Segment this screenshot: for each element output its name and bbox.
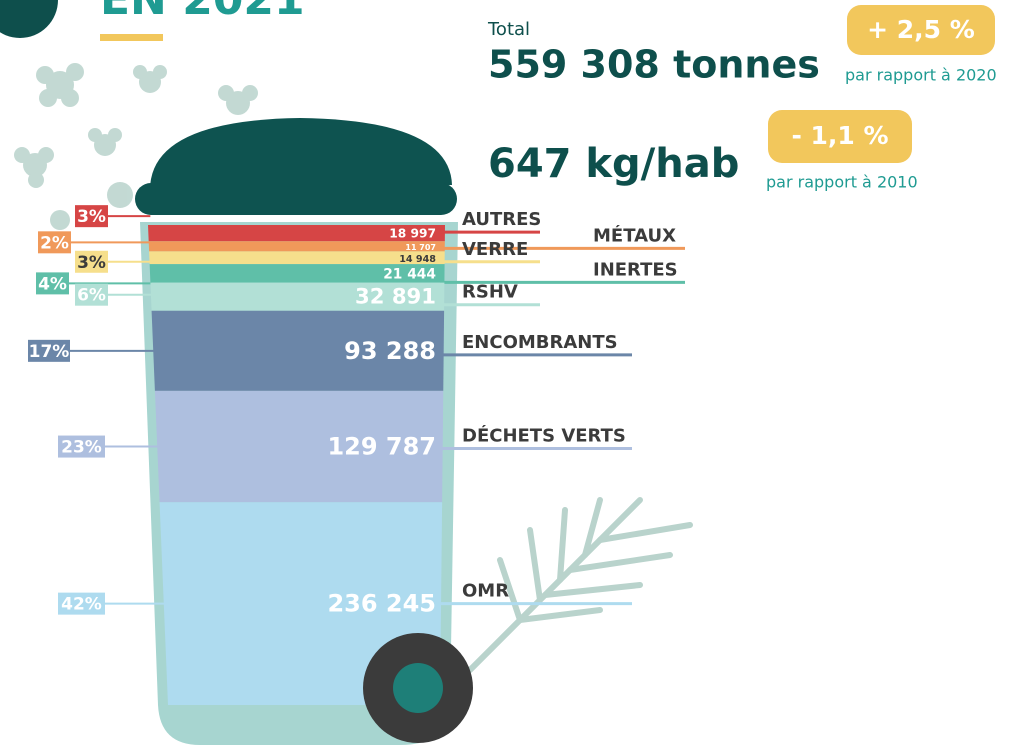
bin-segment bbox=[148, 241, 445, 252]
share-label: 3% bbox=[77, 207, 106, 227]
share-badge bbox=[75, 283, 108, 306]
total-change-note: par rapport à 2020 bbox=[845, 66, 997, 85]
bin-segment bbox=[151, 310, 445, 391]
bin-segment bbox=[150, 282, 445, 311]
bin-rim bbox=[135, 183, 457, 215]
total: 559 308 tonnes bbox=[488, 43, 820, 87]
category-label: DÉCHETS VERTS bbox=[462, 425, 626, 447]
category-label: VERRE bbox=[462, 239, 528, 260]
per-capita-change: - 1,1 % bbox=[791, 121, 888, 150]
change-badge bbox=[768, 110, 912, 163]
category-label: INERTES bbox=[593, 259, 678, 280]
share-badge bbox=[28, 339, 70, 362]
category-label: MÉTAUX bbox=[593, 224, 676, 246]
title: EN 2021 bbox=[100, 0, 305, 25]
bin-segment bbox=[154, 390, 444, 503]
share-label: 17% bbox=[29, 342, 70, 362]
total-label: Total bbox=[487, 19, 530, 40]
share-label: 42% bbox=[61, 595, 102, 615]
bin-segment bbox=[148, 225, 445, 242]
flowers bbox=[14, 63, 258, 230]
share-label: 3% bbox=[77, 253, 106, 273]
value-label: 21 444 bbox=[383, 266, 436, 282]
category-label: OMR bbox=[462, 581, 509, 602]
value-label: 129 787 bbox=[327, 433, 436, 461]
share-badge bbox=[38, 231, 71, 254]
bin-lid bbox=[150, 118, 452, 190]
title-badge bbox=[0, 0, 58, 38]
share-label: 6% bbox=[77, 286, 106, 306]
wheel-hub bbox=[393, 663, 443, 713]
value-label: 14 948 bbox=[399, 254, 436, 265]
bin-segment bbox=[159, 502, 443, 705]
share-badge bbox=[58, 592, 105, 615]
palm-leaf bbox=[467, 497, 693, 673]
per-capita: 647 kg/hab bbox=[488, 141, 739, 187]
share-badge bbox=[75, 205, 108, 228]
value-label: 32 891 bbox=[355, 284, 436, 309]
total-change: + 2,5 % bbox=[867, 15, 975, 44]
share-label: 23% bbox=[61, 438, 102, 458]
share-badge bbox=[75, 250, 108, 273]
share-badge bbox=[36, 272, 69, 295]
value-label: 236 245 bbox=[327, 590, 436, 618]
category-label: ENCOMBRANTS bbox=[462, 332, 618, 353]
change-badge bbox=[847, 5, 995, 55]
share-label: 4% bbox=[38, 274, 67, 294]
per-capita-change-note: par rapport à 2010 bbox=[766, 173, 918, 192]
value-label: 18 997 bbox=[389, 227, 436, 241]
bin-segment bbox=[149, 251, 445, 265]
bin-segment bbox=[149, 264, 445, 283]
category-label: AUTRES bbox=[462, 209, 541, 230]
value-label: 93 288 bbox=[344, 337, 436, 365]
value-label: 11 707 bbox=[405, 243, 436, 252]
share-label: 2% bbox=[40, 233, 69, 253]
title-underline bbox=[100, 34, 163, 41]
share-badge bbox=[58, 435, 105, 458]
category-label: RSHV bbox=[462, 282, 518, 303]
